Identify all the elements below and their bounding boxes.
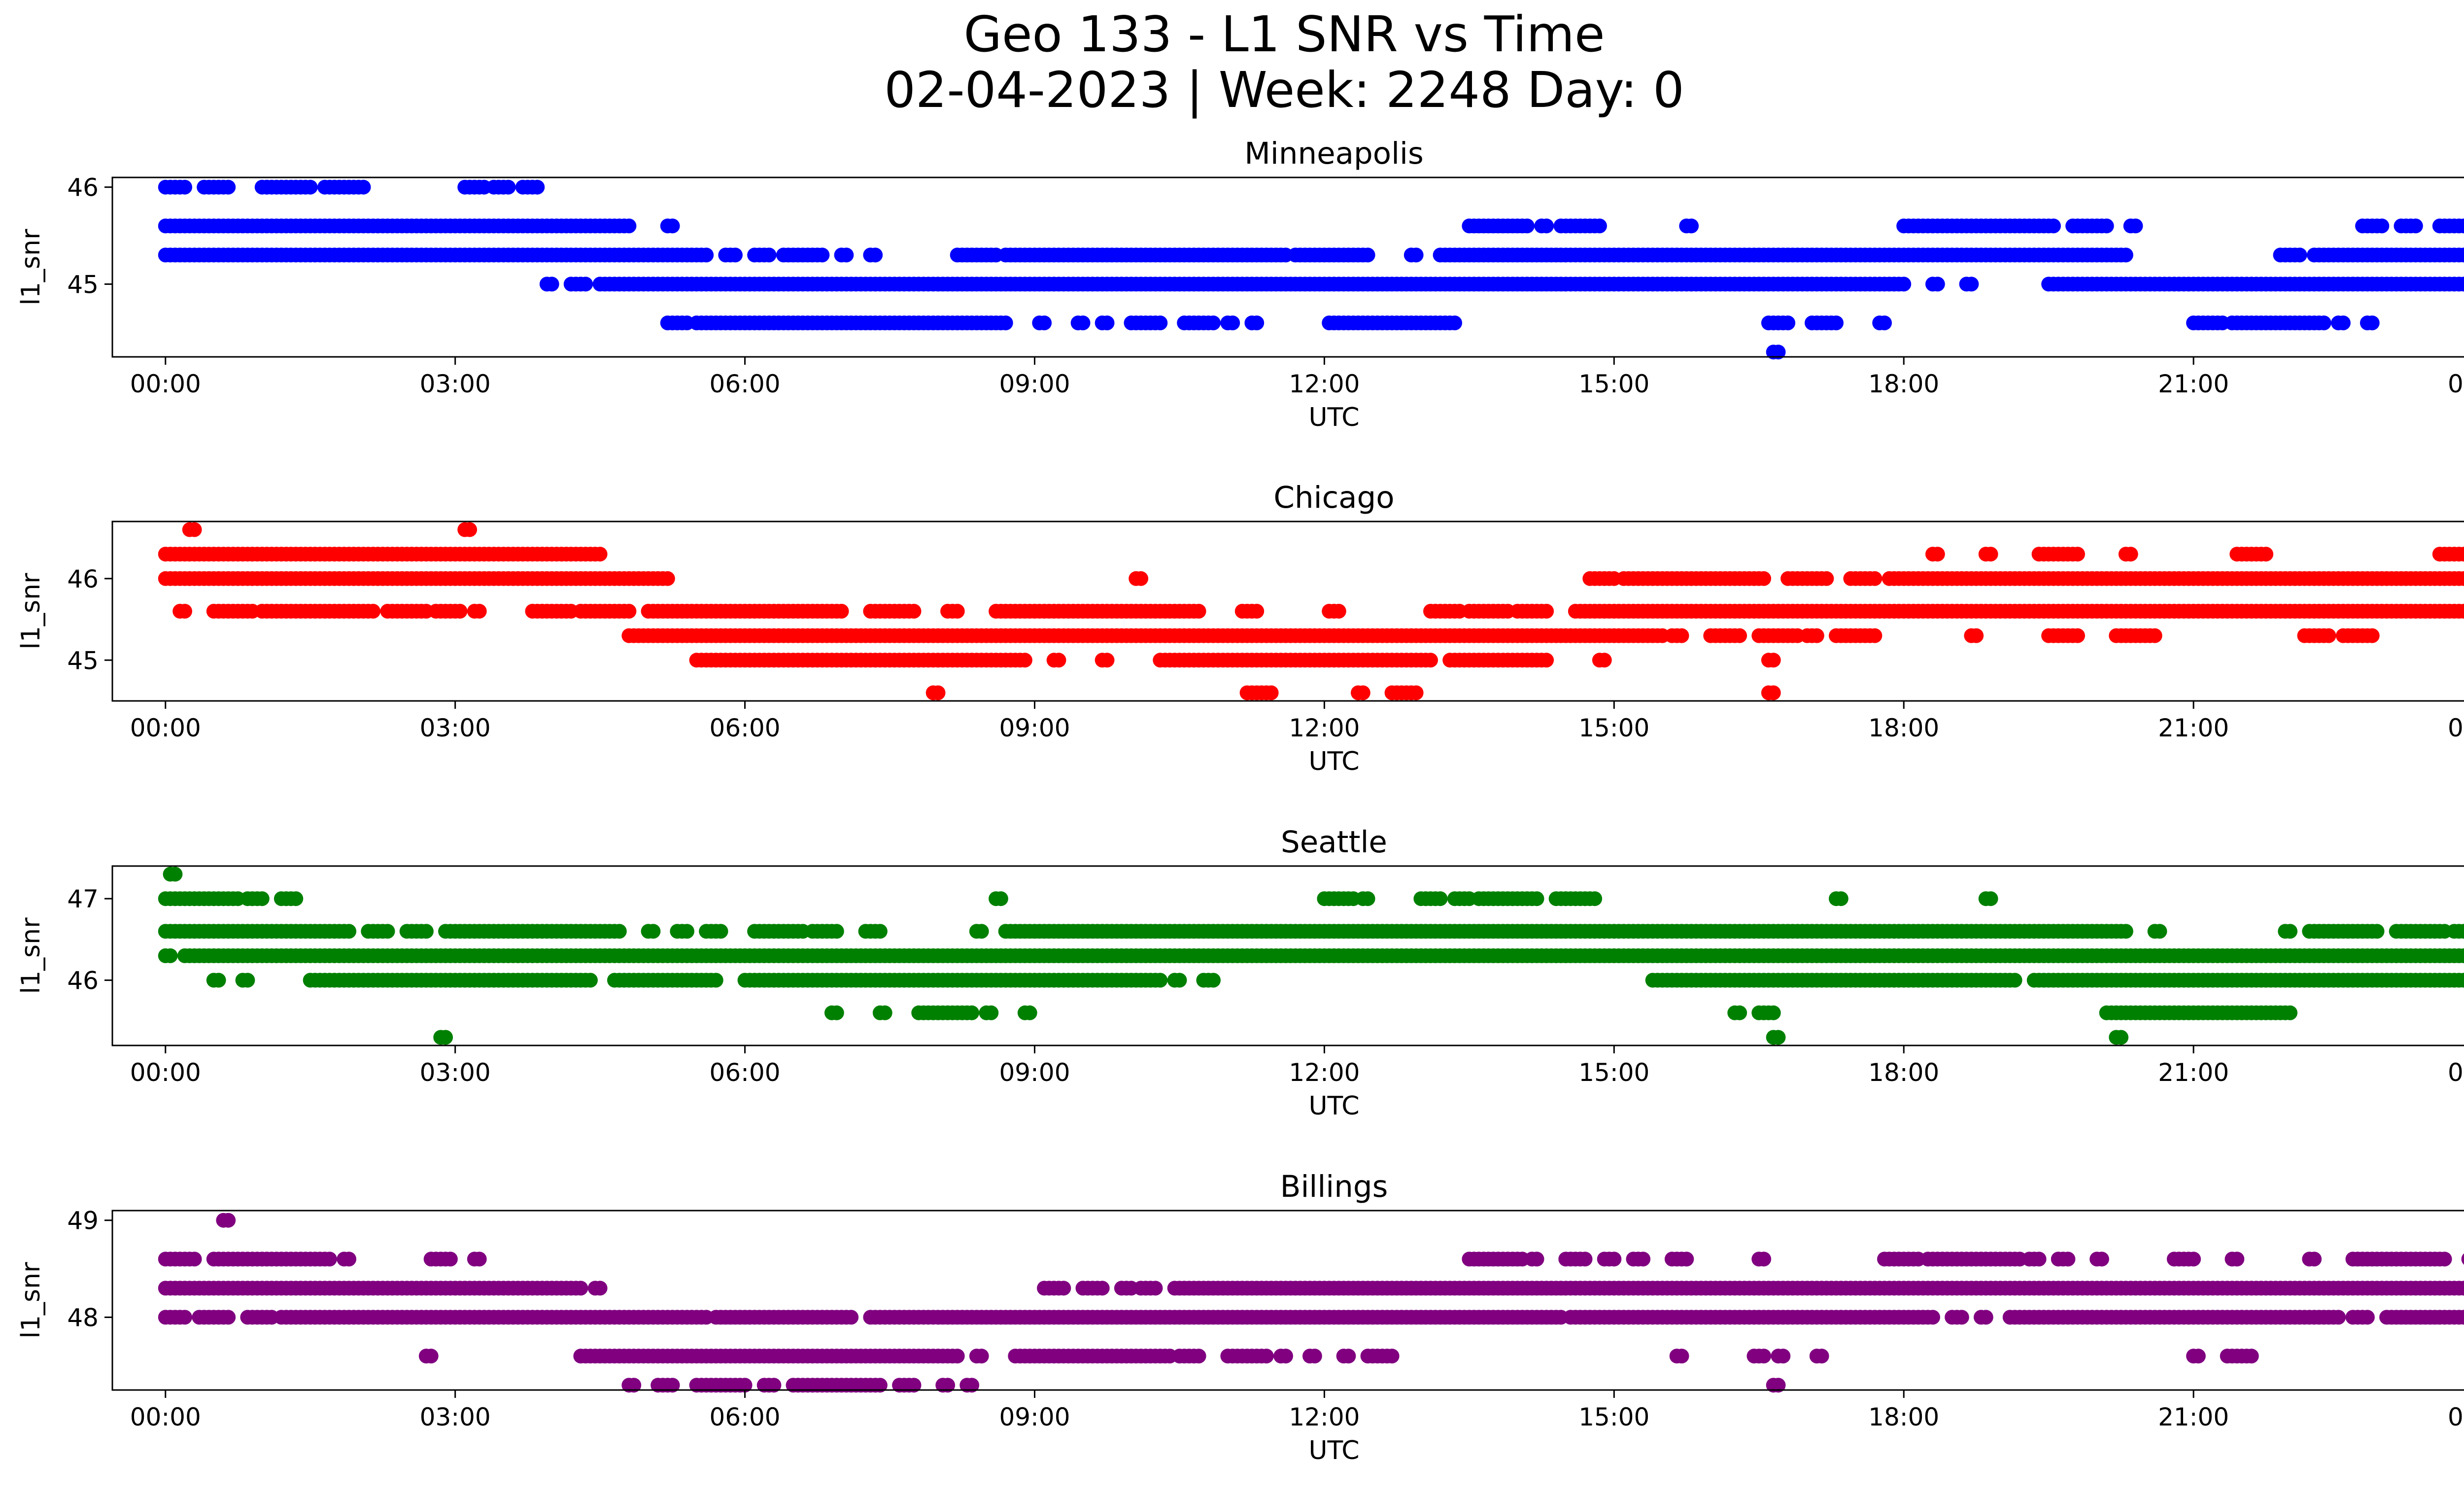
minneapolis-xtick-label-6: 18:00 [1868,370,1939,398]
billings-xtick-label-5: 15:00 [1578,1403,1649,1431]
billings-ytick-label-1: 49 [67,1207,99,1235]
seattle-ytick-label-1: 47 [67,885,99,913]
seattle-xtick-label-4: 12:00 [1289,1058,1360,1087]
billings-xtick-label-0: 00:00 [130,1403,201,1431]
minneapolis-xtick-label-2: 06:00 [710,370,781,398]
billings-points [158,1213,2464,1393]
billings-xtick-label-2: 06:00 [710,1403,781,1431]
seattle-ylabel: l1_snr [16,917,46,994]
subplot-chicago: Chicago 00:00 03:00 06:00 09:00 12:00 15:00 18:… [16,480,2464,776]
seattle-xtick-label-7: 21:00 [2158,1058,2229,1087]
chicago-xlabel: UTC [1308,747,1359,776]
minneapolis-axes-frame [111,176,2464,358]
minneapolis-ytick-label-1: 46 [67,174,99,202]
minneapolis-ytick-label-0: 45 [67,270,99,299]
minneapolis-xtick-label-0: 00:00 [130,370,201,398]
billings-xtick-label-4: 12:00 [1289,1403,1360,1431]
chicago-xtick-label-6: 18:00 [1868,714,1939,742]
billings-axes-frame [111,1210,2464,1391]
chicago-ytick-label-1: 46 [67,565,99,593]
billings-xtick-label-6: 18:00 [1868,1403,1939,1431]
seattle-xlabel: UTC [1308,1091,1359,1121]
chicago-xtick-label-7: 21:00 [2158,714,2229,742]
billings-title: Billings [1280,1169,1388,1204]
minneapolis-ylabel: l1_snr [16,229,46,306]
chicago-xtick-label-0: 00:00 [130,714,201,742]
minneapolis-xtick-label-1: 03:00 [420,370,491,398]
seattle-axes-frame [111,865,2464,1046]
billings-ytick-label-0: 48 [67,1303,99,1332]
chicago-xtick-label-3: 09:00 [999,714,1070,742]
seattle-xtick-label-0: 00:00 [130,1058,201,1087]
billings-xlabel: UTC [1308,1436,1359,1465]
seattle-ytick-label-0: 46 [67,967,99,995]
seattle-points [158,867,2464,1045]
seattle-xtick-label-5: 15:00 [1578,1058,1649,1087]
chicago-xtick-label-4: 12:00 [1289,714,1360,742]
minneapolis-points [158,179,2464,360]
chicago-xtick-label-5: 15:00 [1578,714,1649,742]
chicago-axes-frame [111,521,2464,702]
subplot-billings: Billings 00:00 03:00 06:00 09:00 12:00 15:00 18… [16,1169,2464,1465]
chicago-title: Chicago [1273,480,1394,515]
billings-xtick-label-1: 03:00 [420,1403,491,1431]
seattle-xtick-label-1: 03:00 [420,1058,491,1087]
chicago-ytick-label-0: 45 [67,646,99,675]
seattle-xtick-label-3: 09:00 [999,1058,1070,1087]
seattle-xtick-label-2: 06:00 [710,1058,781,1087]
chicago-xtick-label-8: 00:00 [2448,714,2464,742]
chicago-xtick-label-1: 03:00 [420,714,491,742]
billings-xtick-label-7: 21:00 [2158,1403,2229,1431]
figure-title-line1: Geo 133 - L1 SNR vs Time [964,5,1605,63]
minneapolis-xtick-label-7: 21:00 [2158,370,2229,398]
seattle-xtick-label-6: 18:00 [1868,1058,1939,1087]
minneapolis-xtick-label-5: 15:00 [1578,370,1649,398]
minneapolis-xlabel: UTC [1308,403,1359,432]
billings-xtick-label-3: 09:00 [999,1403,1070,1431]
seattle-xtick-label-8: 00:00 [2448,1058,2464,1087]
chicago-xtick-label-2: 06:00 [710,714,781,742]
chicago-points [158,522,2464,700]
seattle-title: Seattle [1281,825,1387,860]
minneapolis-title: Minneapolis [1244,136,1424,171]
subplot-seattle: Seattle 00:00 03:00 06:00 09:00 12:00 15:00 18:… [16,825,2464,1121]
chicago-ylabel: l1_snr [16,573,46,650]
minneapolis-xtick-label-8: 00:00 [2448,370,2464,398]
subplot-minneapolis: Minneapolis 00:00 03:00 06:00 09:00 12:00 15:0… [16,136,2464,432]
billings-xtick-label-8: 00:00 [2448,1403,2464,1431]
minneapolis-xtick-label-4: 12:00 [1289,370,1360,398]
minneapolis-xtick-label-3: 09:00 [999,370,1070,398]
billings-ylabel: l1_snr [16,1262,46,1339]
figure-title-line2: 02-04-2023 | Week: 2248 Day: 0 [884,61,1684,119]
